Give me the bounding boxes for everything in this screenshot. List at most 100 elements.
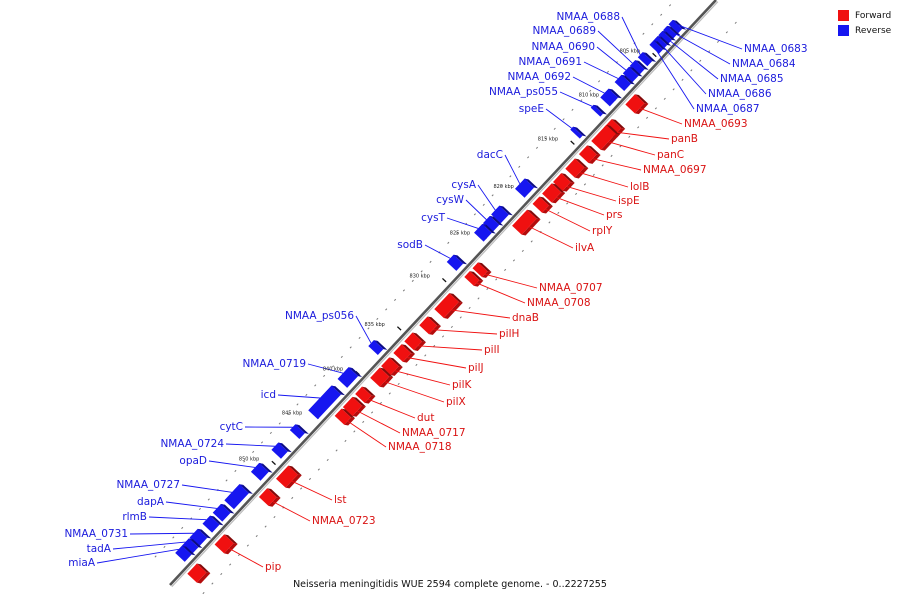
track-dash bbox=[305, 393, 308, 396]
reverse-gene-NMAA_0689 bbox=[629, 60, 649, 75]
gene-side bbox=[667, 25, 681, 36]
label-NMAA_ps055-leader bbox=[559, 91, 593, 107]
reverse-gene-NMAA_0731 bbox=[189, 528, 212, 547]
label-NMAA_0697: NMAA_0697 bbox=[643, 164, 707, 176]
forward-gene-pilH bbox=[419, 316, 441, 335]
track-dash bbox=[255, 534, 258, 538]
track-dash bbox=[340, 355, 343, 358]
track-dash bbox=[495, 278, 498, 281]
gene-side bbox=[672, 20, 687, 30]
track-dash bbox=[606, 70, 609, 73]
track-dash bbox=[441, 335, 445, 338]
reverse-gene-NMAA_0688 bbox=[637, 52, 657, 67]
gene-face bbox=[251, 463, 269, 481]
track-dash bbox=[335, 449, 338, 452]
label-cysT: cysT bbox=[421, 212, 445, 224]
track-dash bbox=[642, 32, 645, 35]
reverse-gene-icd bbox=[308, 385, 346, 420]
forward-gene-pip bbox=[214, 534, 238, 555]
label-opaD: opaD bbox=[179, 455, 207, 467]
label-lst-leader bbox=[291, 480, 333, 501]
track-dash bbox=[575, 192, 578, 195]
track-dash bbox=[225, 479, 228, 482]
reverse-gene-dacC bbox=[515, 178, 539, 198]
label-dacC-leader bbox=[504, 154, 521, 185]
reverse-gene-NMAA_ps056 bbox=[368, 340, 388, 355]
label-NMAA_0685: NMAA_0685 bbox=[720, 73, 784, 85]
gene-face bbox=[175, 545, 192, 562]
gene-side bbox=[642, 52, 657, 62]
track-dash bbox=[699, 59, 702, 62]
label-NMAA_ps056: NMAA_ps056 bbox=[285, 310, 354, 322]
gene-side bbox=[482, 224, 496, 234]
label-tadA: tadA bbox=[87, 543, 112, 555]
track-dash bbox=[628, 135, 631, 138]
kbp-label: 825 kbp bbox=[450, 231, 470, 237]
gene-side bbox=[499, 205, 513, 216]
legend-reverse: Reverse bbox=[838, 23, 891, 38]
genome-caption: Neisseria meningitidis WUE 2594 complete… bbox=[293, 579, 607, 590]
label-cysA: cysA bbox=[451, 179, 476, 191]
gene-face bbox=[532, 196, 549, 213]
gene-top bbox=[285, 474, 302, 489]
reverse-gene-NMAA_0691 bbox=[614, 74, 636, 92]
gene-face bbox=[355, 386, 372, 403]
gene-side bbox=[352, 396, 366, 407]
track-dash bbox=[300, 487, 303, 490]
gene-face bbox=[368, 340, 384, 355]
gene-side bbox=[606, 124, 620, 135]
track-dash bbox=[264, 525, 267, 528]
label-pilH-leader bbox=[432, 329, 498, 335]
label-NMAA_0688-leader bbox=[621, 16, 641, 55]
track-dash bbox=[491, 194, 494, 197]
gene-face bbox=[224, 484, 249, 510]
track-dash bbox=[415, 363, 418, 367]
track-dash bbox=[654, 107, 657, 110]
track-dash bbox=[557, 211, 560, 214]
label-NMAA_0683-leader bbox=[670, 21, 743, 50]
label-sodB: sodB bbox=[397, 239, 423, 251]
track-dash bbox=[296, 403, 299, 406]
reverse-gene-cysT bbox=[474, 224, 496, 242]
track-dash bbox=[353, 430, 356, 433]
track-dash bbox=[273, 515, 276, 519]
track-dash bbox=[385, 308, 388, 311]
gene-face bbox=[276, 465, 298, 488]
track-dash bbox=[331, 365, 335, 368]
track-dash bbox=[362, 420, 365, 424]
track-dash bbox=[473, 213, 476, 216]
label-dnaB: dnaB bbox=[512, 312, 539, 324]
gene-face bbox=[189, 528, 208, 547]
reverse-gene-speE bbox=[570, 126, 587, 139]
label-NMAA_0707: NMAA_0707 bbox=[539, 282, 603, 294]
gene-face bbox=[649, 40, 664, 54]
track-dash bbox=[459, 316, 462, 319]
reverse-gene-dapA bbox=[212, 503, 235, 522]
track-dash bbox=[358, 336, 361, 339]
label-pilK-leader bbox=[394, 370, 451, 386]
label-lolB-leader bbox=[579, 172, 629, 188]
gene-face bbox=[474, 224, 492, 242]
label-cysT-leader bbox=[446, 217, 479, 229]
label-NMAA_0683: NMAA_0683 bbox=[744, 43, 808, 55]
track-dash bbox=[589, 89, 592, 92]
track-dash bbox=[663, 97, 666, 100]
scale-tick bbox=[652, 52, 657, 58]
gene-side bbox=[341, 408, 356, 419]
gene-face bbox=[625, 94, 645, 114]
track-dash bbox=[260, 441, 264, 444]
reverse-gene-opaD bbox=[251, 463, 273, 481]
track-dash bbox=[456, 232, 459, 235]
gene-top bbox=[344, 417, 356, 426]
gene-face bbox=[393, 344, 412, 362]
label-icd: icd bbox=[261, 389, 276, 401]
label-pip: pip bbox=[265, 561, 282, 573]
track-dash bbox=[371, 411, 374, 414]
gene-face bbox=[334, 408, 352, 425]
track-dash bbox=[314, 384, 317, 387]
reverse-gene-NMAA_0719 bbox=[337, 367, 363, 388]
gene-side bbox=[182, 545, 196, 556]
label-NMAA_0684-leader bbox=[664, 27, 731, 65]
label-NMAA_0689-leader bbox=[597, 30, 633, 64]
